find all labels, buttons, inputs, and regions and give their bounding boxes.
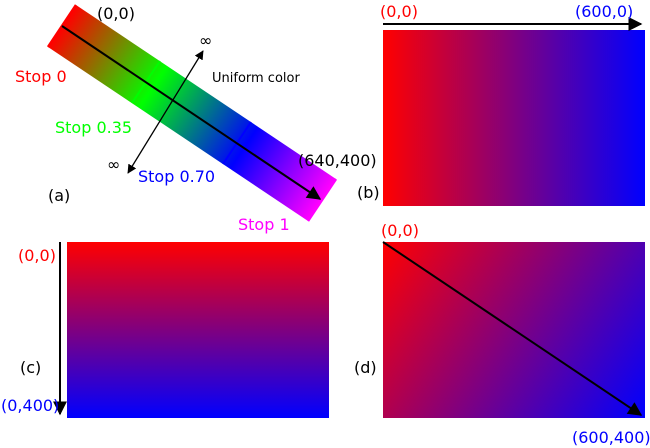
panel-a-label: (a): [48, 186, 70, 205]
start-coord-label: (0,0): [381, 221, 419, 240]
stop-0.35-label: Stop 0.35: [55, 118, 132, 137]
panel-b-label: (b): [357, 183, 380, 202]
infinity-top-label: ∞: [199, 31, 212, 50]
end-coord-label: (0,400): [1, 396, 59, 415]
uniform-color-label: Uniform color: [212, 71, 300, 86]
panel-d: (0,0) (600,400) (d): [354, 221, 650, 447]
infinity-bottom-label: ∞: [107, 155, 120, 174]
start-coord-label: (0,0): [18, 246, 56, 265]
vertical-gradient-rect: [67, 242, 329, 418]
panel-b: (0,0) (600,0) (b): [357, 2, 645, 206]
stop-0.70-label: Stop 0.70: [138, 167, 215, 186]
horizontal-gradient-rect: [383, 30, 645, 206]
end-coord-label: (640,400): [298, 151, 377, 170]
panel-a: (0,0) ∞ ∞ Uniform color Stop 0 Stop 0.35…: [15, 4, 377, 234]
panel-d-label: (d): [354, 358, 377, 377]
uniform-color-line: [127, 50, 204, 174]
panel-c-label: (c): [20, 358, 41, 377]
end-coord-label: (600,400): [572, 428, 650, 447]
start-coord-label: (0,0): [97, 4, 135, 23]
panel-c: (0,0) (0,400) (c): [1, 242, 329, 418]
stop-1-label: Stop 1: [238, 215, 290, 234]
end-coord-label: (600,0): [575, 2, 633, 21]
stop-1-tick: [306, 178, 338, 222]
start-coord-label: (0,0): [380, 2, 418, 21]
diagonal-arrow: [382, 241, 643, 416]
stop-0-label: Stop 0: [15, 67, 67, 86]
